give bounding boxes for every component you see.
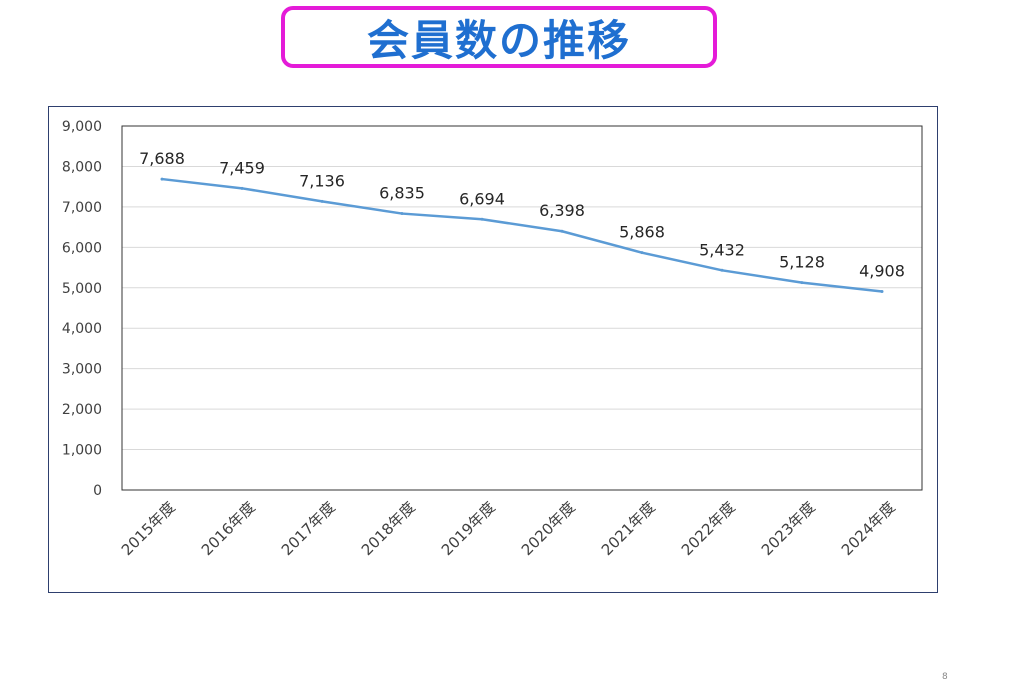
data-label: 5,868 xyxy=(619,223,665,242)
data-label: 7,459 xyxy=(219,158,265,177)
data-point xyxy=(800,281,804,285)
series-group xyxy=(160,177,884,293)
data-label: 6,835 xyxy=(379,184,425,203)
y-tick-label: 5,000 xyxy=(62,281,102,297)
x-tick-label: 2016年度 xyxy=(198,498,259,559)
plot-area-border xyxy=(121,125,923,491)
data-label: 6,694 xyxy=(459,189,505,208)
chart-frame: 0 1,000 2,000 3,000 4,000 5,000 6,000 7,000 8,00… xyxy=(48,106,938,593)
data-label: 7,688 xyxy=(139,149,185,168)
data-label: 5,128 xyxy=(779,253,825,272)
y-tick-label: 3,000 xyxy=(62,362,102,378)
data-point xyxy=(480,217,484,221)
x-tick-label: 2017年度 xyxy=(278,498,339,559)
x-axis: 2015年度 2016年度 2017年度 2018年度 2019年度 2020年度 2021… xyxy=(118,498,899,559)
data-point xyxy=(880,289,884,293)
line-chart: 0 1,000 2,000 3,000 4,000 5,000 6,000 7,000 8,00… xyxy=(62,119,923,559)
page-number: 8 xyxy=(942,672,948,682)
y-tick-label: 8,000 xyxy=(62,159,102,175)
data-point xyxy=(320,199,324,203)
x-tick-label: 2018年度 xyxy=(358,498,419,559)
y-tick-label: 0 xyxy=(93,483,102,499)
y-tick-label: 6,000 xyxy=(62,240,102,256)
y-tick-label: 9,000 xyxy=(62,119,102,135)
gridlines xyxy=(121,125,923,491)
y-tick-label: 2,000 xyxy=(62,402,102,418)
data-point xyxy=(400,212,404,216)
x-tick-label: 2019年度 xyxy=(438,498,499,559)
data-label: 5,432 xyxy=(699,240,745,259)
x-tick-label: 2023年度 xyxy=(758,498,819,559)
x-tick-label: 2015年度 xyxy=(118,498,179,559)
y-tick-label: 7,000 xyxy=(62,200,102,216)
data-point xyxy=(560,229,564,233)
series-line xyxy=(161,177,883,293)
data-label: 6,398 xyxy=(539,201,585,220)
data-point xyxy=(720,268,724,272)
y-tick-label: 4,000 xyxy=(62,321,102,337)
data-point xyxy=(640,251,644,255)
x-tick-label: 2022年度 xyxy=(678,498,739,559)
y-axis: 0 1,000 2,000 3,000 4,000 5,000 6,000 7,000 8,00… xyxy=(62,119,102,499)
slide-title: 会員数の推移 xyxy=(366,15,631,65)
data-label: 7,136 xyxy=(299,171,345,190)
title-box: 会員数の推移 xyxy=(281,6,717,68)
x-tick-label: 2021年度 xyxy=(598,498,659,559)
x-tick-label: 2024年度 xyxy=(838,498,899,559)
data-labels: 7,688 7,459 7,136 6,835 6,694 6,398 5,868 5,432… xyxy=(139,149,905,280)
data-point xyxy=(160,177,164,181)
data-point xyxy=(240,186,244,190)
y-tick-label: 1,000 xyxy=(62,443,102,459)
x-tick-label: 2020年度 xyxy=(518,498,579,559)
data-label: 4,908 xyxy=(859,261,905,280)
